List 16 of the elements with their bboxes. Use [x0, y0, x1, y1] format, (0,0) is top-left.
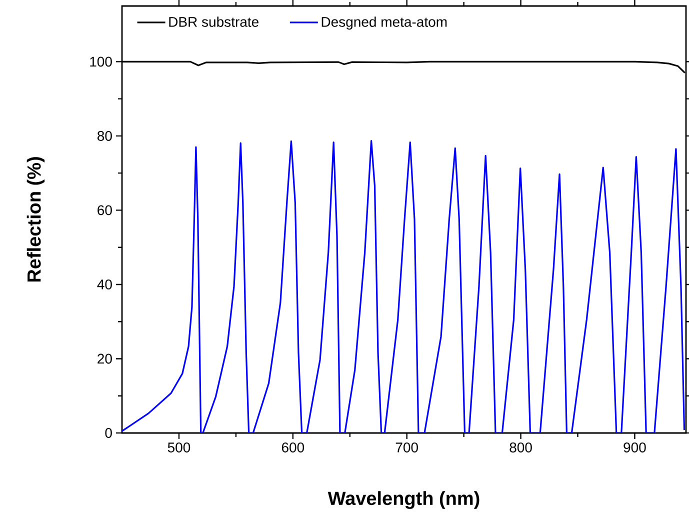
x-tick-label: 900 — [624, 442, 646, 452]
x-tick-label: 500 — [168, 442, 190, 452]
y-tick-label: 60 — [98, 205, 112, 216]
x-axis-title: Wavelength (nm) — [328, 491, 480, 509]
y-tick-label: 80 — [98, 130, 112, 141]
y-axis-title: Reflection (%) — [26, 157, 45, 282]
legend-label: DBR substrate — [169, 16, 258, 27]
line-series — [122, 140, 686, 433]
y-tick-label: 20 — [98, 354, 112, 364]
x-tick-label: 800 — [510, 442, 532, 452]
y-tick-label: 40 — [97, 280, 112, 290]
x-tick-label: 700 — [396, 442, 418, 452]
y-tick-label: 100 — [90, 56, 112, 67]
y-tick-label: 0 — [105, 428, 112, 438]
legend-label: Desgned meta-atom — [322, 16, 447, 30]
x-tick-label: 600 — [282, 442, 304, 452]
